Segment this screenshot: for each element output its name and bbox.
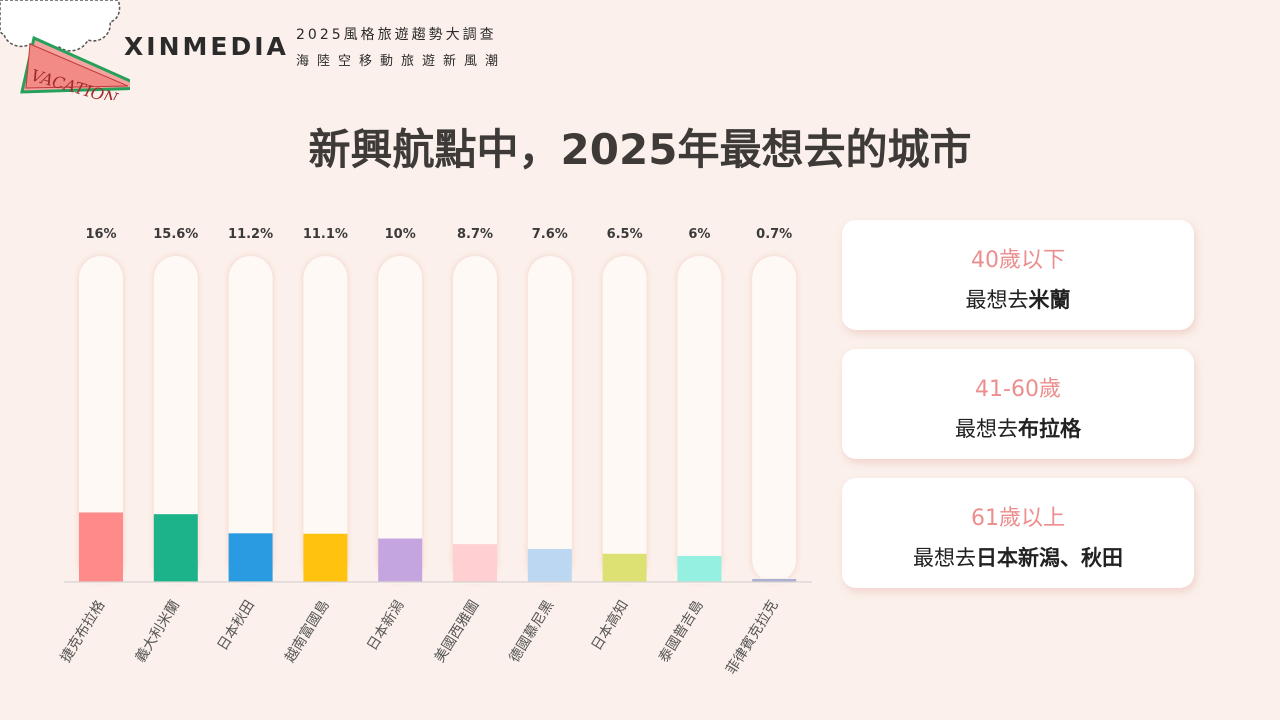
category-label: 越南富國島 xyxy=(281,597,333,665)
bar-track xyxy=(153,256,198,582)
bar xyxy=(153,514,198,582)
destination-prefix: 最想去 xyxy=(913,546,976,570)
destination-prefix: 最想去 xyxy=(965,288,1029,312)
category-label: 美國西雅圖 xyxy=(432,598,483,666)
bar xyxy=(228,533,273,582)
category-label: 菲律賓克拉克 xyxy=(723,597,782,677)
cloud-shape xyxy=(0,0,121,54)
age-card-under-40: 40歲以下 最想去米蘭 xyxy=(842,220,1194,330)
value-label: 11.2% xyxy=(228,227,273,242)
category-label: 德國慕尼黑 xyxy=(507,598,558,666)
bar-track xyxy=(677,256,722,582)
bar-track xyxy=(527,256,572,582)
category-label: 日本秋田 xyxy=(215,598,258,654)
survey-title: 2025風格旅遊趨勢大調查 xyxy=(296,27,497,43)
bar xyxy=(677,555,722,582)
destination-text: 最想去日本新潟、秋田 xyxy=(842,542,1194,572)
category-label: 日本高知 xyxy=(588,597,632,653)
destination-city: 米蘭 xyxy=(1028,288,1071,312)
bar xyxy=(79,512,123,582)
destination-text: 最想去布拉格 xyxy=(842,413,1194,443)
bar xyxy=(602,553,647,582)
bar xyxy=(378,538,423,582)
survey-subtitle: 海陸空移動旅遊新風潮 xyxy=(296,54,507,69)
bar-track xyxy=(453,256,497,582)
brand-name: XINMEDIA xyxy=(124,32,289,61)
destination-city: 日本新潟、秋田 xyxy=(976,546,1123,570)
value-label: 0.7% xyxy=(756,227,792,242)
age-card-over-61: 61歲以上 最想去日本新潟、秋田 xyxy=(842,478,1194,588)
destination-city: 布拉格 xyxy=(1018,417,1081,441)
bar-chart: 16% 捷克布拉格 15.6% 義大利米蘭 11.2% 日本秋田 11.1% 越南富國島 10%… xyxy=(58,227,812,677)
age-label: 40歲以下 xyxy=(971,248,1065,273)
value-label: 15.6% xyxy=(153,227,198,242)
age-label: 61歲以上 xyxy=(971,506,1065,531)
destination-prefix: 最想去 xyxy=(955,417,1018,441)
value-label: 11.1% xyxy=(303,227,348,242)
bar-track xyxy=(752,256,797,582)
category-label: 泰國普吉島 xyxy=(656,598,707,666)
bar xyxy=(303,533,348,582)
value-label: 16% xyxy=(85,227,116,242)
bar-track xyxy=(79,256,123,582)
age-card-41-60: 41-60歲 最想去布拉格 xyxy=(842,349,1194,459)
bar xyxy=(752,578,797,582)
bar-track xyxy=(378,256,423,582)
page-title: 新興航點中，2025年最想去的城市 xyxy=(308,125,972,174)
bar-track xyxy=(228,256,273,582)
category-label: 捷克布拉格 xyxy=(58,598,109,666)
value-label: 7.6% xyxy=(532,227,568,242)
value-label: 10% xyxy=(385,227,416,242)
value-label: 6.5% xyxy=(607,227,643,242)
age-label: 41-60歲 xyxy=(975,377,1061,402)
bar xyxy=(453,544,497,582)
bar-track xyxy=(602,256,647,582)
value-label: 8.7% xyxy=(457,227,493,242)
category-label: 義大利米蘭 xyxy=(132,597,184,665)
destination-text: 最想去米蘭 xyxy=(842,284,1194,314)
track-base-mask xyxy=(62,578,812,584)
bar-track xyxy=(303,256,348,582)
bar xyxy=(527,548,572,582)
value-label: 6% xyxy=(688,227,710,242)
category-label: 日本新潟 xyxy=(364,598,407,654)
vacation-logo: VACATION xyxy=(0,0,130,100)
